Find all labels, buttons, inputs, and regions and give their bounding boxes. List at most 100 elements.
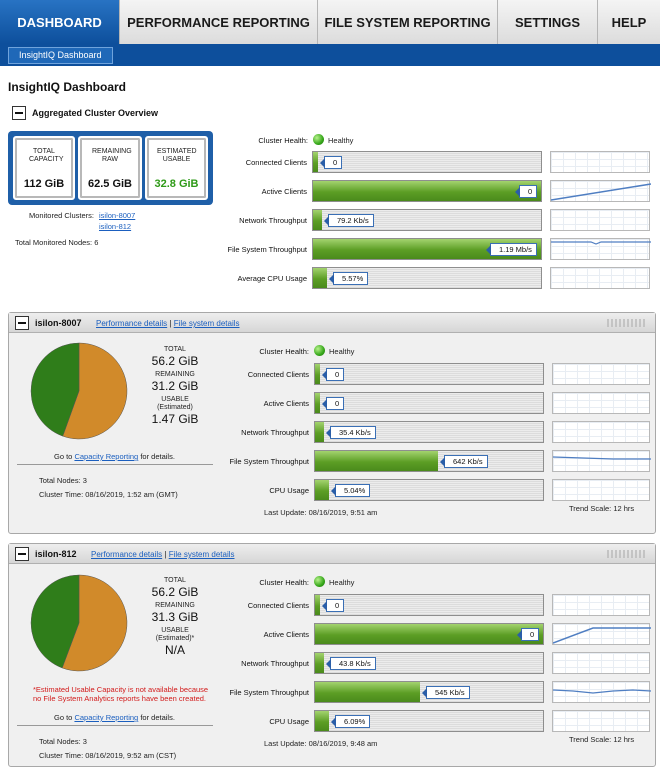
collapse-aggregated-button[interactable] bbox=[12, 106, 26, 120]
estimated-usable-value: 32.8 GiB bbox=[154, 178, 199, 190]
fs-throughput-bar: 545 Kb/s bbox=[314, 681, 544, 703]
agg-fs-throughput-fill bbox=[313, 239, 541, 259]
active-clients-value: 0 bbox=[516, 628, 540, 641]
active-clients-bar: 0 bbox=[314, 623, 544, 645]
connected-clients-fill bbox=[315, 595, 320, 615]
agg-network-throughput-bar: 79.2 Kb/s bbox=[312, 209, 542, 231]
agg-network-throughput-label: Network Throughput bbox=[239, 216, 307, 225]
tab-settings[interactable]: SETTINGS bbox=[498, 0, 598, 44]
cpu-usage-label: CPU Usage bbox=[269, 717, 309, 726]
remaining-raw-box: REMAINING RAW 62.5 GiB bbox=[78, 136, 142, 200]
last-update: Last Update: 08/16/2019, 9:48 am bbox=[264, 739, 378, 748]
page-title: InsightIQ Dashboard bbox=[8, 80, 127, 94]
sub-navigation: InsightIQ Dashboard bbox=[0, 44, 660, 66]
total-capacity-label: TOTAL CAPACITY bbox=[29, 148, 64, 163]
fs-throughput-value: 642 Kb/s bbox=[440, 455, 488, 468]
active-clients-fill bbox=[315, 624, 543, 644]
estimated-label: (Estimated) bbox=[157, 404, 193, 411]
network-throughput-label: Network Throughput bbox=[241, 659, 309, 668]
remaining-value: 31.3 GiB bbox=[151, 610, 199, 624]
fs-throughput-sparkline bbox=[553, 456, 651, 460]
cluster-panel-header: isilon-8007 Performance details | File s… bbox=[9, 313, 655, 333]
drag-handle[interactable] bbox=[607, 319, 647, 327]
panel-divider bbox=[17, 464, 213, 465]
health-icon bbox=[314, 576, 325, 587]
aggregated-title: Aggregated Cluster Overview bbox=[32, 108, 159, 118]
fs-throughput-sparkline bbox=[553, 689, 651, 694]
active-clients-label: Active Clients bbox=[263, 399, 309, 408]
total-nodes: Total Nodes: 3 bbox=[39, 737, 87, 746]
monitored-clusters-label: Monitored Clusters: bbox=[28, 211, 94, 220]
network-throughput-value: 43.8 Kb/s bbox=[326, 657, 376, 670]
cluster-name: isilon-8007 bbox=[35, 318, 82, 328]
connected-clients-label: Connected Clients bbox=[247, 601, 309, 610]
cpu-usage-fill bbox=[315, 711, 329, 731]
fs-throughput-value: 545 Kb/s bbox=[422, 686, 470, 699]
agg-connected-clients-trend bbox=[550, 151, 650, 173]
subtab-insightiq-dashboard[interactable]: InsightIQ Dashboard bbox=[8, 47, 113, 64]
cluster-links: Performance details | File system detail… bbox=[91, 550, 235, 559]
fs-throughput-bar: 642 Kb/s bbox=[314, 450, 544, 472]
pie-slice-remaining bbox=[61, 574, 128, 672]
agg-connected-clients-fill bbox=[313, 152, 318, 172]
trend-scale: Trend Scale: 12 hrs bbox=[569, 504, 635, 513]
agg-connected-clients-value: 0 bbox=[319, 156, 343, 169]
cluster-health-label: Cluster Health: bbox=[259, 347, 309, 356]
agg-connected-clients-bar: 0 bbox=[312, 151, 542, 173]
file-system-details-link[interactable]: File system details bbox=[173, 319, 240, 328]
active-clients-bar: 0 bbox=[314, 392, 544, 414]
estimated-usable-label: ESTIMATED USABLE bbox=[157, 148, 197, 163]
tab-dashboard[interactable]: DASHBOARD bbox=[0, 0, 120, 44]
agg-health-icon bbox=[313, 134, 324, 145]
fs-throughput-label: File System Throughput bbox=[229, 688, 309, 697]
agg-cpu-usage-bar: 5.57% bbox=[312, 267, 542, 289]
pie-slice-remaining bbox=[62, 342, 128, 440]
remaining-label: REMAINING bbox=[155, 371, 195, 378]
agg-cpu-usage-fill bbox=[313, 268, 327, 288]
collapse-cluster-button[interactable] bbox=[15, 316, 29, 330]
aggregated-capacity-panel: TOTAL CAPACITY 112 GiB REMAINING RAW 62.… bbox=[8, 131, 213, 205]
active-clients-trend bbox=[552, 623, 651, 645]
capacity-pie-chart bbox=[30, 342, 128, 440]
network-throughput-trend bbox=[552, 421, 650, 443]
tab-file-system-reporting[interactable]: FILE SYSTEM REPORTING bbox=[318, 0, 498, 44]
remaining-raw-label: REMAINING RAW bbox=[92, 148, 132, 163]
performance-details-link[interactable]: Performance details bbox=[96, 319, 168, 328]
health-icon bbox=[314, 345, 325, 356]
panel-divider bbox=[17, 725, 213, 726]
connected-clients-fill bbox=[315, 364, 320, 384]
agg-network-throughput-fill bbox=[313, 210, 322, 230]
file-system-details-link[interactable]: File system details bbox=[168, 550, 235, 559]
drag-handle[interactable] bbox=[607, 550, 647, 558]
cpu-usage-value: 6.09% bbox=[330, 715, 371, 728]
agg-network-throughput-trend bbox=[550, 209, 650, 231]
network-throughput-label: Network Throughput bbox=[241, 428, 309, 437]
capacity-reporting-link[interactable]: Capacity Reporting bbox=[74, 713, 139, 722]
tab-performance-reporting[interactable]: PERFORMANCE REPORTING bbox=[120, 0, 318, 44]
tab-help[interactable]: HELP bbox=[598, 0, 660, 44]
connected-clients-bar: 0 bbox=[314, 363, 544, 385]
agg-network-throughput-value: 79.2 Kb/s bbox=[324, 214, 374, 227]
connected-clients-value: 0 bbox=[321, 599, 345, 612]
fs-throughput-trend bbox=[552, 450, 651, 472]
total-capacity-box: TOTAL CAPACITY 112 GiB bbox=[13, 136, 75, 200]
active-clients-fill bbox=[315, 393, 320, 413]
connected-clients-label: Connected Clients bbox=[247, 370, 309, 379]
network-throughput-fill bbox=[315, 653, 324, 673]
monitored-cluster-link-2[interactable]: isilon-812 bbox=[99, 222, 132, 231]
network-throughput-fill bbox=[315, 422, 324, 442]
cluster-time: Cluster Time: 08/16/2019, 9:52 am (CST) bbox=[39, 751, 177, 760]
total-capacity-value: 112 GiB bbox=[23, 178, 65, 190]
capacity-reporting-link[interactable]: Capacity Reporting bbox=[74, 452, 139, 461]
usable-label: USABLE bbox=[161, 627, 189, 634]
collapse-cluster-button[interactable] bbox=[15, 547, 29, 561]
estimated-usable-box: ESTIMATED USABLE 32.8 GiB bbox=[145, 136, 208, 200]
estimated-usable-note: *Estimated Usable Capacity is not availa… bbox=[33, 685, 209, 703]
performance-details-link[interactable]: Performance details bbox=[91, 550, 163, 559]
connected-clients-trend bbox=[552, 363, 650, 385]
agg-cpu-usage-value: 5.57% bbox=[328, 272, 369, 285]
agg-health-status: Healthy bbox=[328, 136, 354, 145]
monitored-cluster-link-1[interactable]: isilon-8007 bbox=[99, 211, 136, 220]
usable-value: 1.47 GiB bbox=[151, 412, 199, 426]
cluster-panel-isilon-8007: isilon-8007 Performance details | File s… bbox=[8, 312, 656, 534]
